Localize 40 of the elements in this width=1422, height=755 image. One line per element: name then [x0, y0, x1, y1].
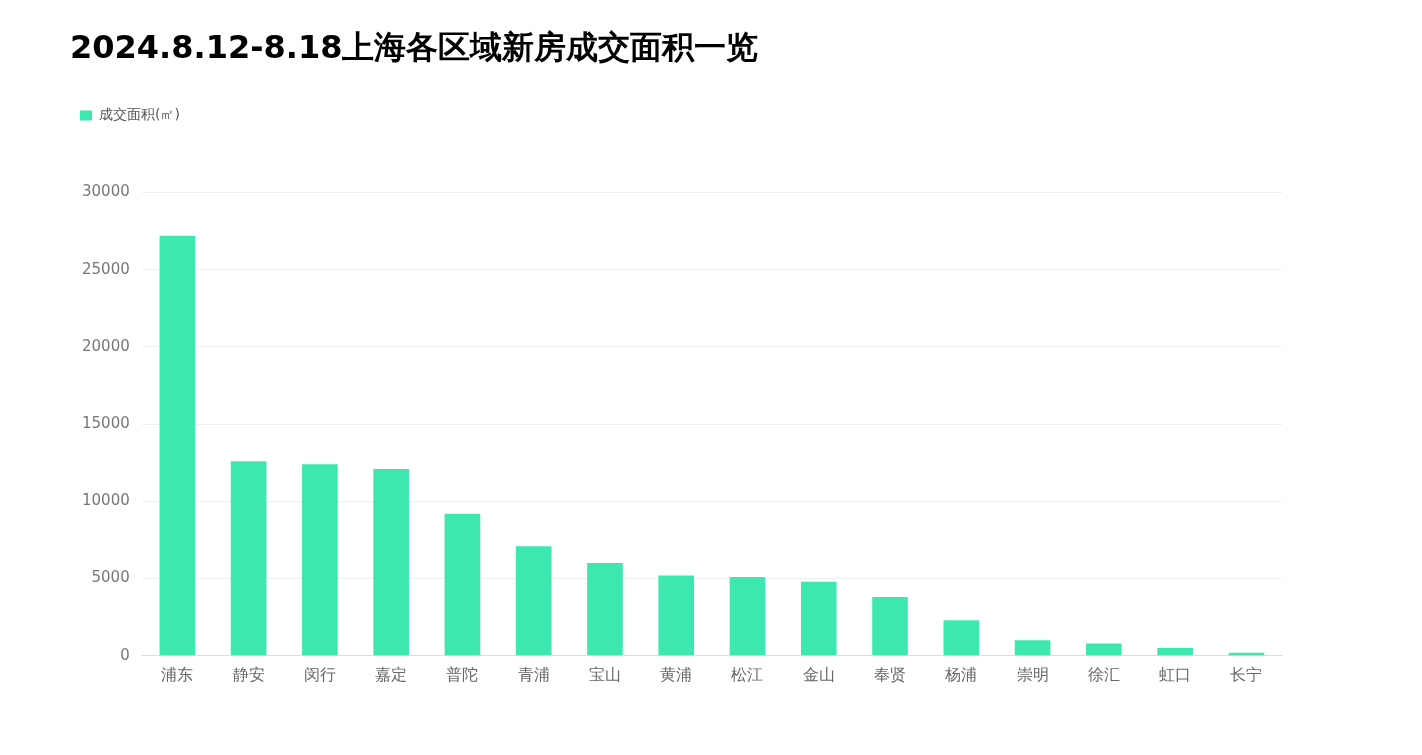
bar: [302, 464, 338, 656]
x-tick-label: 金山: [802, 664, 835, 684]
x-tick-label: 闵行: [303, 664, 336, 684]
bar: [373, 468, 409, 656]
x-tick-label: 黄浦: [660, 664, 693, 684]
y-tick-label: 20000: [82, 336, 130, 355]
bar: [872, 597, 908, 656]
bar: [444, 513, 481, 656]
y-tick-label: 5000: [91, 568, 130, 587]
legend-label: 成交面积(㎡): [99, 106, 180, 123]
x-tick-label: 普陀: [446, 664, 479, 684]
chart-title: 2024.8.12-8.18上海各区域新房成交面积一览: [70, 27, 759, 66]
x-tick-label: 静安: [232, 664, 265, 684]
y-tick-label: 10000: [82, 491, 130, 510]
x-tick-label: 长宁: [1230, 664, 1263, 684]
y-tick-label: 0: [120, 645, 130, 664]
bar: [230, 461, 267, 656]
x-tick-label: 青浦: [517, 664, 550, 684]
x-tick-label: 崇明: [1016, 664, 1049, 684]
x-tick-label: 松江: [731, 664, 764, 684]
x-tick-label: 杨浦: [944, 664, 978, 684]
bar: [515, 546, 552, 656]
bar: [729, 577, 766, 656]
x-tick-label: 宝山: [588, 664, 621, 684]
bar: [658, 575, 695, 656]
bar: [800, 581, 837, 656]
bar: [587, 563, 623, 656]
x-tick-label: 奉贤: [874, 664, 907, 684]
y-tick-label: 25000: [82, 259, 130, 278]
bar: [1014, 640, 1051, 656]
bar: [1086, 643, 1122, 656]
y-tick-label: 30000: [82, 182, 130, 201]
bar: [159, 235, 196, 656]
y-tick-label: 15000: [82, 413, 130, 432]
x-tick-label: 浦东: [161, 664, 194, 684]
bar: [1157, 648, 1193, 656]
x-tick-label: 虹口: [1159, 664, 1192, 684]
x-tick-label: 徐汇: [1087, 664, 1120, 684]
bar: [943, 620, 980, 656]
x-tick-label: 嘉定: [375, 664, 408, 684]
